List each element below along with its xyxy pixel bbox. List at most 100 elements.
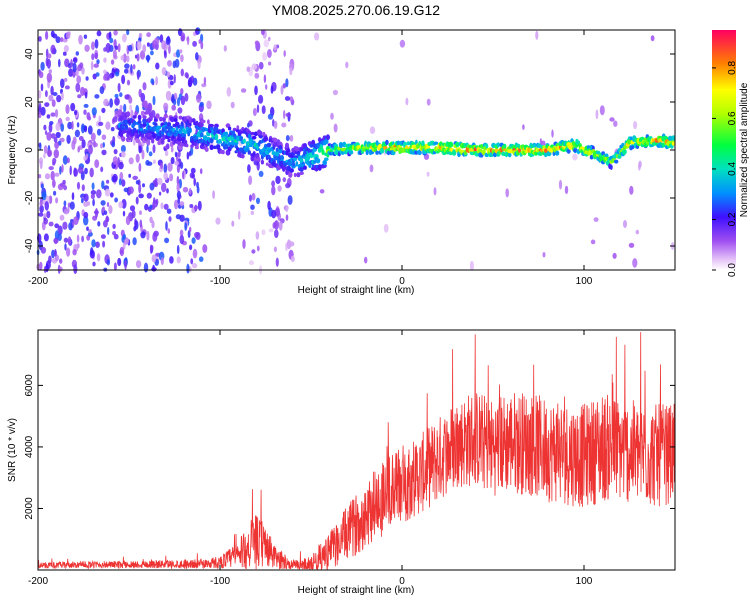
noise-cell [314,32,320,41]
noise-cell [196,185,200,194]
ridge-cell [274,150,280,157]
noise-cell [55,36,61,44]
ridge-cell [595,150,601,155]
ridge-cell [267,149,271,153]
noise-cell [53,149,59,159]
noise-cell [81,235,84,243]
noise-cell [191,263,198,269]
noise-cell [249,194,252,202]
noise-cell [54,250,57,257]
noise-cell [88,229,92,234]
noise-cell [81,67,85,75]
noise-cell [149,182,155,191]
noise-cell [184,92,189,102]
noise-cell [635,229,640,235]
noise-cell [180,54,184,63]
ridge-cell [496,142,500,148]
noise-cell [149,204,153,210]
noise-cell [84,91,88,99]
colorbar-ticks: 0.0 0.2 0.4 0.6 0.8 [712,61,738,277]
noise-cell [105,121,111,130]
noise-cell [118,178,122,186]
noise-cell [88,144,93,155]
noise-cell [51,99,56,107]
ridge-cell [285,142,289,149]
noise-cell [73,216,79,226]
ridge-cell [273,141,278,147]
noise-cell [40,183,44,190]
noise-cell [46,58,52,69]
noise-cell [383,223,389,233]
ridge-cell [204,147,209,152]
ridge-cell [258,134,263,139]
noise-cell [200,41,204,50]
noise-cell [289,241,295,247]
noise-cell [215,217,221,225]
noise-cell [53,190,57,196]
ridge-cell [247,150,251,155]
ridge-cell [599,156,604,161]
noise-cell [251,249,256,254]
noise-cell [55,122,61,132]
noise-cell [39,160,43,170]
noise-cell [190,167,196,174]
ridge-cell [469,151,475,156]
noise-cell [85,76,89,81]
ridge-cell [375,150,379,155]
noise-cell [164,237,170,244]
noise-cell [268,61,272,66]
noise-cell [39,142,42,151]
noise-cell [284,96,291,101]
ridge-cell [507,152,512,158]
ridge-cell [365,149,369,156]
noise-cell [72,249,77,256]
ridge-cell [468,144,473,149]
noise-cell [121,179,126,187]
noise-cell [267,113,274,120]
noise-cell [108,31,112,39]
ridge-cell [324,138,329,145]
noise-cell [48,69,52,74]
noise-cell [39,205,44,213]
noise-cell [197,200,202,211]
noise-cell [254,40,260,46]
ridge-cell [263,135,269,142]
noise-cell [180,68,184,77]
noise-cell [248,175,253,185]
noise-cell [290,255,295,263]
noise-cell [46,132,52,141]
ridge-cell [289,168,294,173]
noise-cell [256,245,260,252]
noise-cell [246,66,251,72]
colorbar: 0.0 0.2 0.4 0.6 0.8 Normalized spectral ampl… [712,30,750,277]
noise-cell [138,32,143,38]
noise-cell [78,136,84,141]
noise-cell [161,67,167,76]
noise-cell [163,50,167,59]
noise-cell [285,214,289,221]
noise-cell [63,200,67,207]
noise-cell [189,204,194,208]
noise-cell [155,198,159,205]
noise-cell [174,160,180,166]
ridge-cell [141,133,145,138]
noise-cell [124,63,130,69]
noise-cell [273,44,277,51]
noise-cell [165,36,171,46]
noise-cell [399,39,406,48]
noise-cell [564,185,569,195]
ridge-cell [383,146,388,150]
noise-cell [77,166,84,174]
noise-cell [599,105,605,116]
noise-cell [48,195,53,204]
noise-cell [176,256,181,264]
noise-cell [81,139,86,149]
noise-cell [254,85,258,96]
noise-cell [94,39,99,49]
ridge-cell [158,117,164,121]
noise-cell [114,93,119,99]
ridge-cell [178,115,183,120]
noise-cell [60,78,65,89]
snr-y-label: SNR (10 * v/v) [7,418,18,482]
